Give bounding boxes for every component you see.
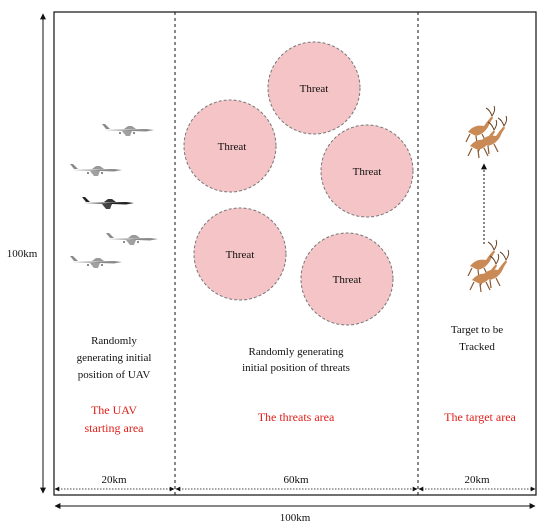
segment-label-uav: 20km <box>101 474 127 486</box>
threat-label: Threat <box>300 83 329 95</box>
uav-area-title: starting area <box>85 421 145 435</box>
uav-drone-icon <box>102 124 154 136</box>
target-area-description: Target to be <box>451 324 503 336</box>
uav-drone-icon <box>82 197 134 209</box>
uav-area-title: The UAV <box>91 403 137 417</box>
deer-target-icon <box>465 105 508 159</box>
target-group <box>465 105 510 293</box>
threats-area-description: initial position of threats <box>242 362 350 374</box>
target-area-labels: Target to be Tracked The target area <box>444 324 516 424</box>
threat-label: Threat <box>333 274 362 286</box>
target-area-description: Tracked <box>459 341 495 353</box>
threat-circle <box>320 124 414 218</box>
threat-zone: Threat Threat Threat Threat Threat <box>183 41 414 326</box>
threat-label: Threat <box>353 166 382 178</box>
target-area-title: The target area <box>444 410 516 424</box>
segment-label-target: 20km <box>464 474 490 486</box>
width-label: 100km <box>280 512 311 524</box>
threat-label: Threat <box>226 249 255 261</box>
threats-area-description: Randomly generating <box>248 346 344 358</box>
uav-drone-icon <box>70 256 122 268</box>
threat-circle <box>267 41 361 135</box>
uav-area-description: generating initial <box>77 352 152 364</box>
threats-area-labels: Randomly generating initial position of … <box>242 346 350 424</box>
uav-drone-icon <box>70 164 122 176</box>
threat-circle <box>300 232 394 326</box>
deer-target-icon <box>467 239 510 293</box>
threat-label: Threat <box>218 141 247 153</box>
scenario-boundary <box>53 11 537 496</box>
threats-area-title: The threats area <box>258 410 335 424</box>
threat-circle <box>183 99 277 193</box>
uav-area-description: Randomly <box>91 335 137 347</box>
uav-area-labels: Randomly generating initial position of … <box>77 335 152 435</box>
height-label: 100km <box>7 248 38 260</box>
uav-group <box>70 124 158 268</box>
uav-area-description: position of UAV <box>78 369 151 381</box>
threat-circle <box>193 207 287 301</box>
uav-drone-icon <box>106 233 158 245</box>
segment-label-threats: 60km <box>283 474 309 486</box>
